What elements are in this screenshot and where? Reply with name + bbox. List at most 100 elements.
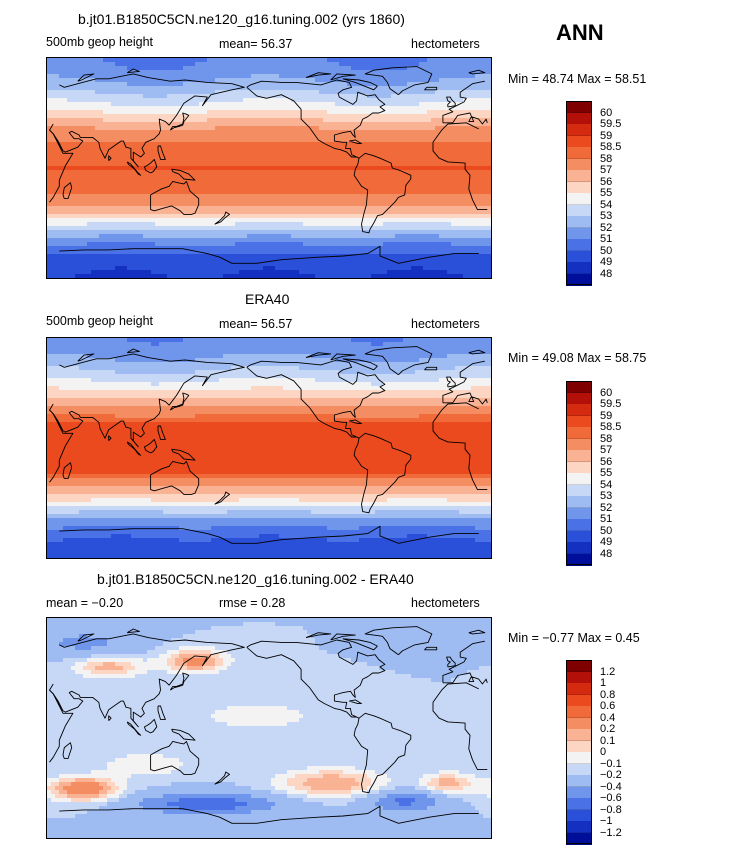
- field-cell: [367, 186, 372, 191]
- field-cell: [283, 62, 288, 67]
- field-cell: [63, 190, 68, 195]
- field-cell: [471, 158, 476, 163]
- field-cell: [359, 226, 364, 231]
- field-cell: [167, 178, 172, 183]
- field-cell: [215, 74, 220, 79]
- field-cell: [99, 218, 104, 223]
- field-cell: [123, 62, 128, 67]
- field-cell: [351, 198, 356, 203]
- field-cell: [291, 106, 296, 111]
- field-cell: [203, 230, 208, 235]
- field-cell: [335, 126, 340, 131]
- field-cell: [71, 134, 76, 139]
- field-cell: [235, 186, 240, 191]
- field-cell: [363, 66, 368, 71]
- field-cell: [391, 158, 396, 163]
- field-cell: [235, 202, 240, 207]
- field-cell: [135, 70, 140, 75]
- field-cell: [251, 102, 256, 107]
- field-cell: [483, 226, 488, 231]
- field-cell: [487, 74, 491, 79]
- field-cell: [219, 222, 224, 227]
- field-cell: [451, 106, 456, 111]
- field-cell: [275, 58, 280, 63]
- field-cell: [431, 102, 436, 107]
- field-cell: [295, 230, 300, 235]
- field-cell: [411, 178, 416, 183]
- field-cell: [367, 194, 372, 199]
- field-cell: [351, 106, 356, 111]
- field-cell: [219, 86, 224, 91]
- field-cell: [399, 126, 404, 131]
- field-cell: [307, 158, 312, 163]
- field-cell: [127, 126, 132, 131]
- field-cell: [247, 182, 252, 187]
- field-cell: [211, 90, 216, 95]
- field-cell: [123, 186, 128, 191]
- field-cell: [187, 122, 192, 127]
- field-cell: [155, 138, 160, 143]
- field-cell: [343, 122, 348, 127]
- field-cell: [383, 122, 388, 127]
- field-cell: [435, 62, 440, 67]
- field-cell: [299, 78, 304, 83]
- field-cell: [279, 226, 284, 231]
- field-cell: [475, 186, 480, 191]
- field-cell: [71, 214, 76, 219]
- field-cell: [263, 202, 268, 207]
- field-cell: [315, 206, 320, 211]
- field-cell: [459, 182, 464, 187]
- field-cell: [223, 66, 228, 71]
- field-cell: [483, 210, 488, 215]
- field-cell: [51, 126, 56, 131]
- field-cell: [263, 114, 268, 119]
- field-cell: [427, 86, 432, 91]
- field-cell: [391, 82, 396, 87]
- field-cell: [95, 78, 100, 83]
- field-cell: [47, 66, 52, 71]
- field-cell: [423, 122, 428, 127]
- field-cell: [327, 114, 332, 119]
- field-cell: [295, 214, 300, 219]
- field-cell: [399, 94, 404, 99]
- field-cell: [131, 86, 136, 91]
- field-cell: [295, 186, 300, 191]
- field-cell: [87, 82, 92, 87]
- field-cell: [175, 198, 180, 203]
- field-cell: [311, 202, 316, 207]
- field-cell: [479, 90, 484, 95]
- field-cell: [487, 182, 491, 187]
- field-cell: [463, 218, 468, 223]
- field-cell: [251, 234, 256, 239]
- field-cell: [135, 134, 140, 139]
- field-cell: [87, 190, 92, 195]
- field-cell: [211, 82, 216, 87]
- field-cell: [471, 210, 476, 215]
- field-cell: [131, 90, 136, 95]
- field-cell: [163, 170, 168, 175]
- field-cell: [407, 78, 412, 83]
- field-cell: [443, 94, 448, 99]
- field-cell: [199, 186, 204, 191]
- field-cell: [383, 206, 388, 211]
- field-cell: [475, 178, 480, 183]
- field-cell: [291, 218, 296, 223]
- field-cell: [115, 134, 120, 139]
- field-cell: [371, 182, 376, 187]
- field-cell: [443, 114, 448, 119]
- field-cell: [339, 190, 344, 195]
- field-cell: [147, 226, 152, 231]
- field-cell: [107, 134, 112, 139]
- field-cell: [63, 130, 68, 135]
- field-cell: [251, 58, 256, 63]
- field-cell: [407, 230, 412, 235]
- field-cell: [391, 182, 396, 187]
- field-cell: [203, 162, 208, 167]
- field-cell: [215, 194, 220, 199]
- field-cell: [75, 202, 80, 207]
- field-cell: [163, 166, 168, 171]
- field-cell: [331, 182, 336, 187]
- field-cell: [399, 154, 404, 159]
- field-cell: [91, 126, 96, 131]
- field-cell: [451, 166, 456, 171]
